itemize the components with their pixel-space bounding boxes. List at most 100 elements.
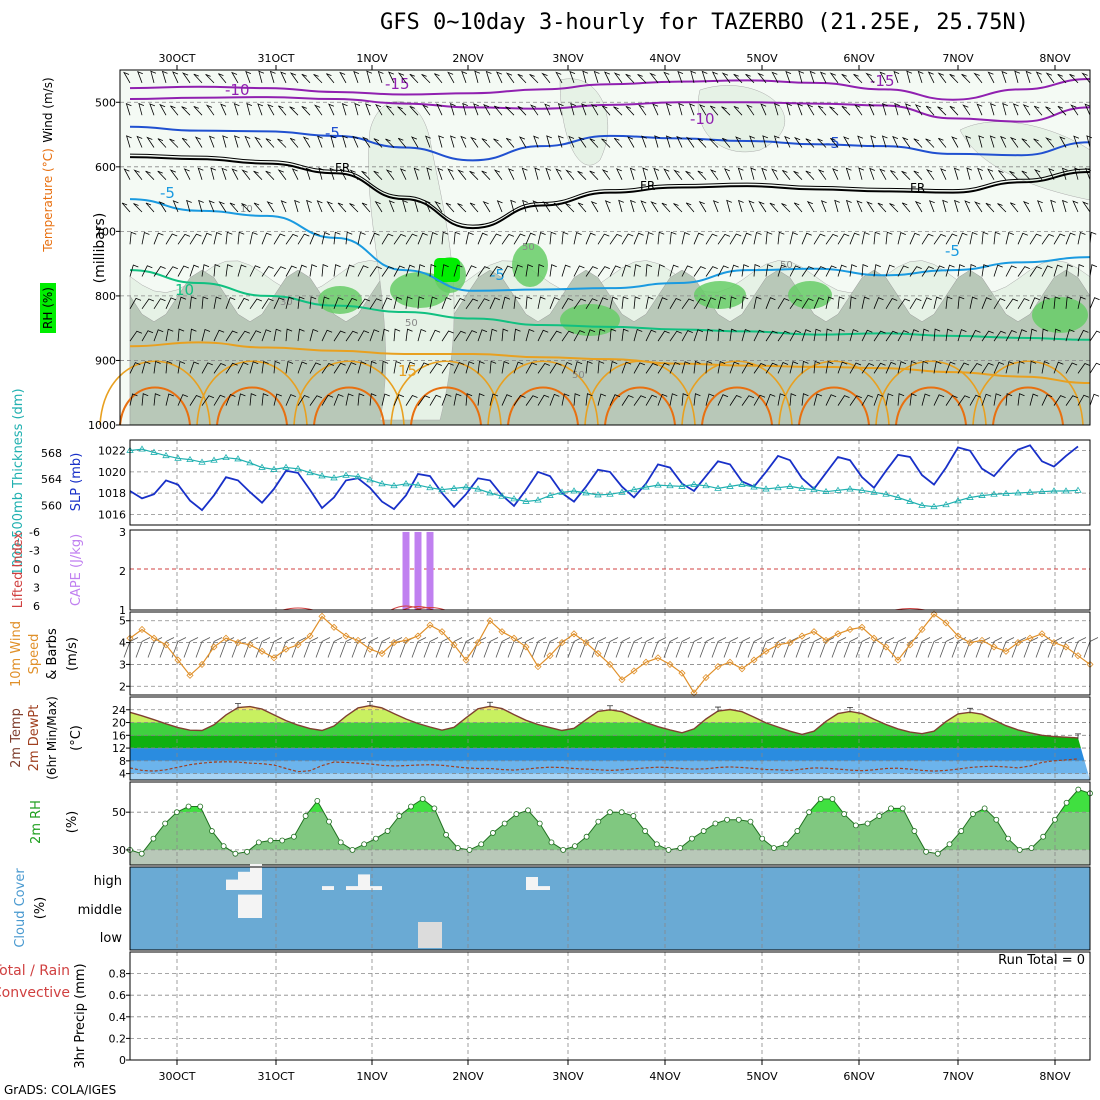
wind-barb <box>857 135 864 148</box>
wind-barb <box>374 200 383 213</box>
wind-barb <box>1084 103 1091 116</box>
wind-ylabel-4: (m/s) <box>65 637 80 671</box>
wind-barb <box>1002 102 1008 116</box>
wind-barb <box>177 265 189 277</box>
thickness-point <box>402 480 410 487</box>
thickness-point <box>846 485 854 492</box>
cape-ytick-1: 1 <box>119 604 126 617</box>
wind-barb <box>925 138 935 148</box>
thickness-point <box>330 474 338 481</box>
wind-barb <box>517 73 527 84</box>
wind-barb <box>1069 73 1079 84</box>
rh2m-point <box>548 839 555 846</box>
wind-barb <box>231 71 239 84</box>
wind-barb <box>773 103 780 116</box>
wind-barb <box>297 395 310 406</box>
wind-barb <box>921 297 932 309</box>
rh2m-point <box>150 835 157 842</box>
wind-barb <box>501 265 513 277</box>
cloud-ytick-high: high <box>94 874 122 889</box>
wind-barb <box>489 393 499 406</box>
wind-barb <box>289 106 299 116</box>
wind10m-point <box>882 643 890 651</box>
rh2m-point <box>1051 816 1058 823</box>
wind10m-point <box>390 639 398 647</box>
wind-barb <box>705 297 716 309</box>
wind-barb <box>544 103 551 116</box>
wind-barb <box>825 296 834 309</box>
wind-barb <box>777 298 790 310</box>
x-label-top-6: 5NOV <box>746 52 778 65</box>
wind-barb <box>721 137 731 148</box>
rh-legend-swatch <box>40 283 56 333</box>
rh-green-2 <box>512 243 548 287</box>
thickness-point <box>702 481 710 489</box>
wind-barb <box>277 138 287 148</box>
wind-barb <box>525 264 534 277</box>
rh-bands <box>130 789 1090 865</box>
wind-barb <box>453 231 461 245</box>
wind-barb <box>777 231 785 245</box>
upper-frame <box>119 69 1091 426</box>
wind-barb <box>405 328 413 342</box>
wind-barb <box>253 170 263 180</box>
thickness-point <box>558 488 566 495</box>
wind-barb <box>1070 104 1079 116</box>
wind-ytick-5: 5 <box>119 615 126 628</box>
rh2m-point <box>653 841 660 848</box>
wind-barb <box>369 298 382 310</box>
wind-barb <box>657 264 665 277</box>
wind10m-point <box>522 643 530 651</box>
wind-barb <box>177 394 188 406</box>
temp-max-marker-0 <box>235 703 241 709</box>
wind-barb <box>129 330 143 342</box>
wind10m-point <box>1002 647 1010 655</box>
cape-ytick-2: 2 <box>119 565 126 578</box>
wind-barb <box>457 203 467 213</box>
rh2m-point <box>923 848 929 855</box>
wind-barb <box>741 264 749 277</box>
wind-barb <box>225 330 238 342</box>
wind-barb <box>841 105 851 116</box>
wind-barb <box>1065 264 1073 277</box>
wind-barb <box>405 233 418 245</box>
wind-barb <box>897 361 907 374</box>
rh2m-point <box>560 847 567 853</box>
wind-barb <box>597 360 605 374</box>
x-label-bottom-3: 2NOV <box>452 1070 484 1083</box>
thickness-point <box>666 481 674 489</box>
wind-barb <box>637 74 647 84</box>
wind-barb <box>633 395 647 406</box>
wind10m-barb <box>183 637 199 658</box>
wind-barb <box>1033 105 1043 116</box>
wind-barb <box>861 394 874 406</box>
thickness-point <box>534 496 542 503</box>
wind-barb <box>729 264 739 277</box>
wind-barb <box>981 297 992 309</box>
wind10m-point <box>402 636 410 644</box>
wind-barb <box>345 231 353 245</box>
wind10m-barb <box>1059 637 1075 658</box>
wind10m-point <box>582 639 590 647</box>
wind-barb <box>765 393 776 406</box>
wind-barb <box>957 329 967 342</box>
li-bump-2 <box>402 606 434 611</box>
slp-ytick-1016: 1016 <box>98 508 126 521</box>
wind10m-barb <box>1083 637 1099 658</box>
wind-barb <box>877 202 887 213</box>
wind-barb <box>1089 297 1100 309</box>
wind-barb <box>489 297 501 309</box>
cloud-ytick-middle: middle <box>78 903 122 918</box>
wind-barb <box>357 231 366 245</box>
rh2m-point <box>291 833 297 840</box>
rh2m-point <box>618 809 625 816</box>
precip-ytick-0.6: 0.6 <box>109 989 127 1002</box>
wind-barb <box>1077 329 1089 342</box>
wind-barb <box>753 394 766 406</box>
wind10m-point <box>162 641 170 649</box>
wind10m-barb <box>147 637 163 658</box>
thickness-point <box>1002 489 1010 497</box>
wind-barb <box>169 138 179 148</box>
temp-ytick-20: 20 <box>112 717 126 730</box>
wind-barb <box>145 202 155 213</box>
